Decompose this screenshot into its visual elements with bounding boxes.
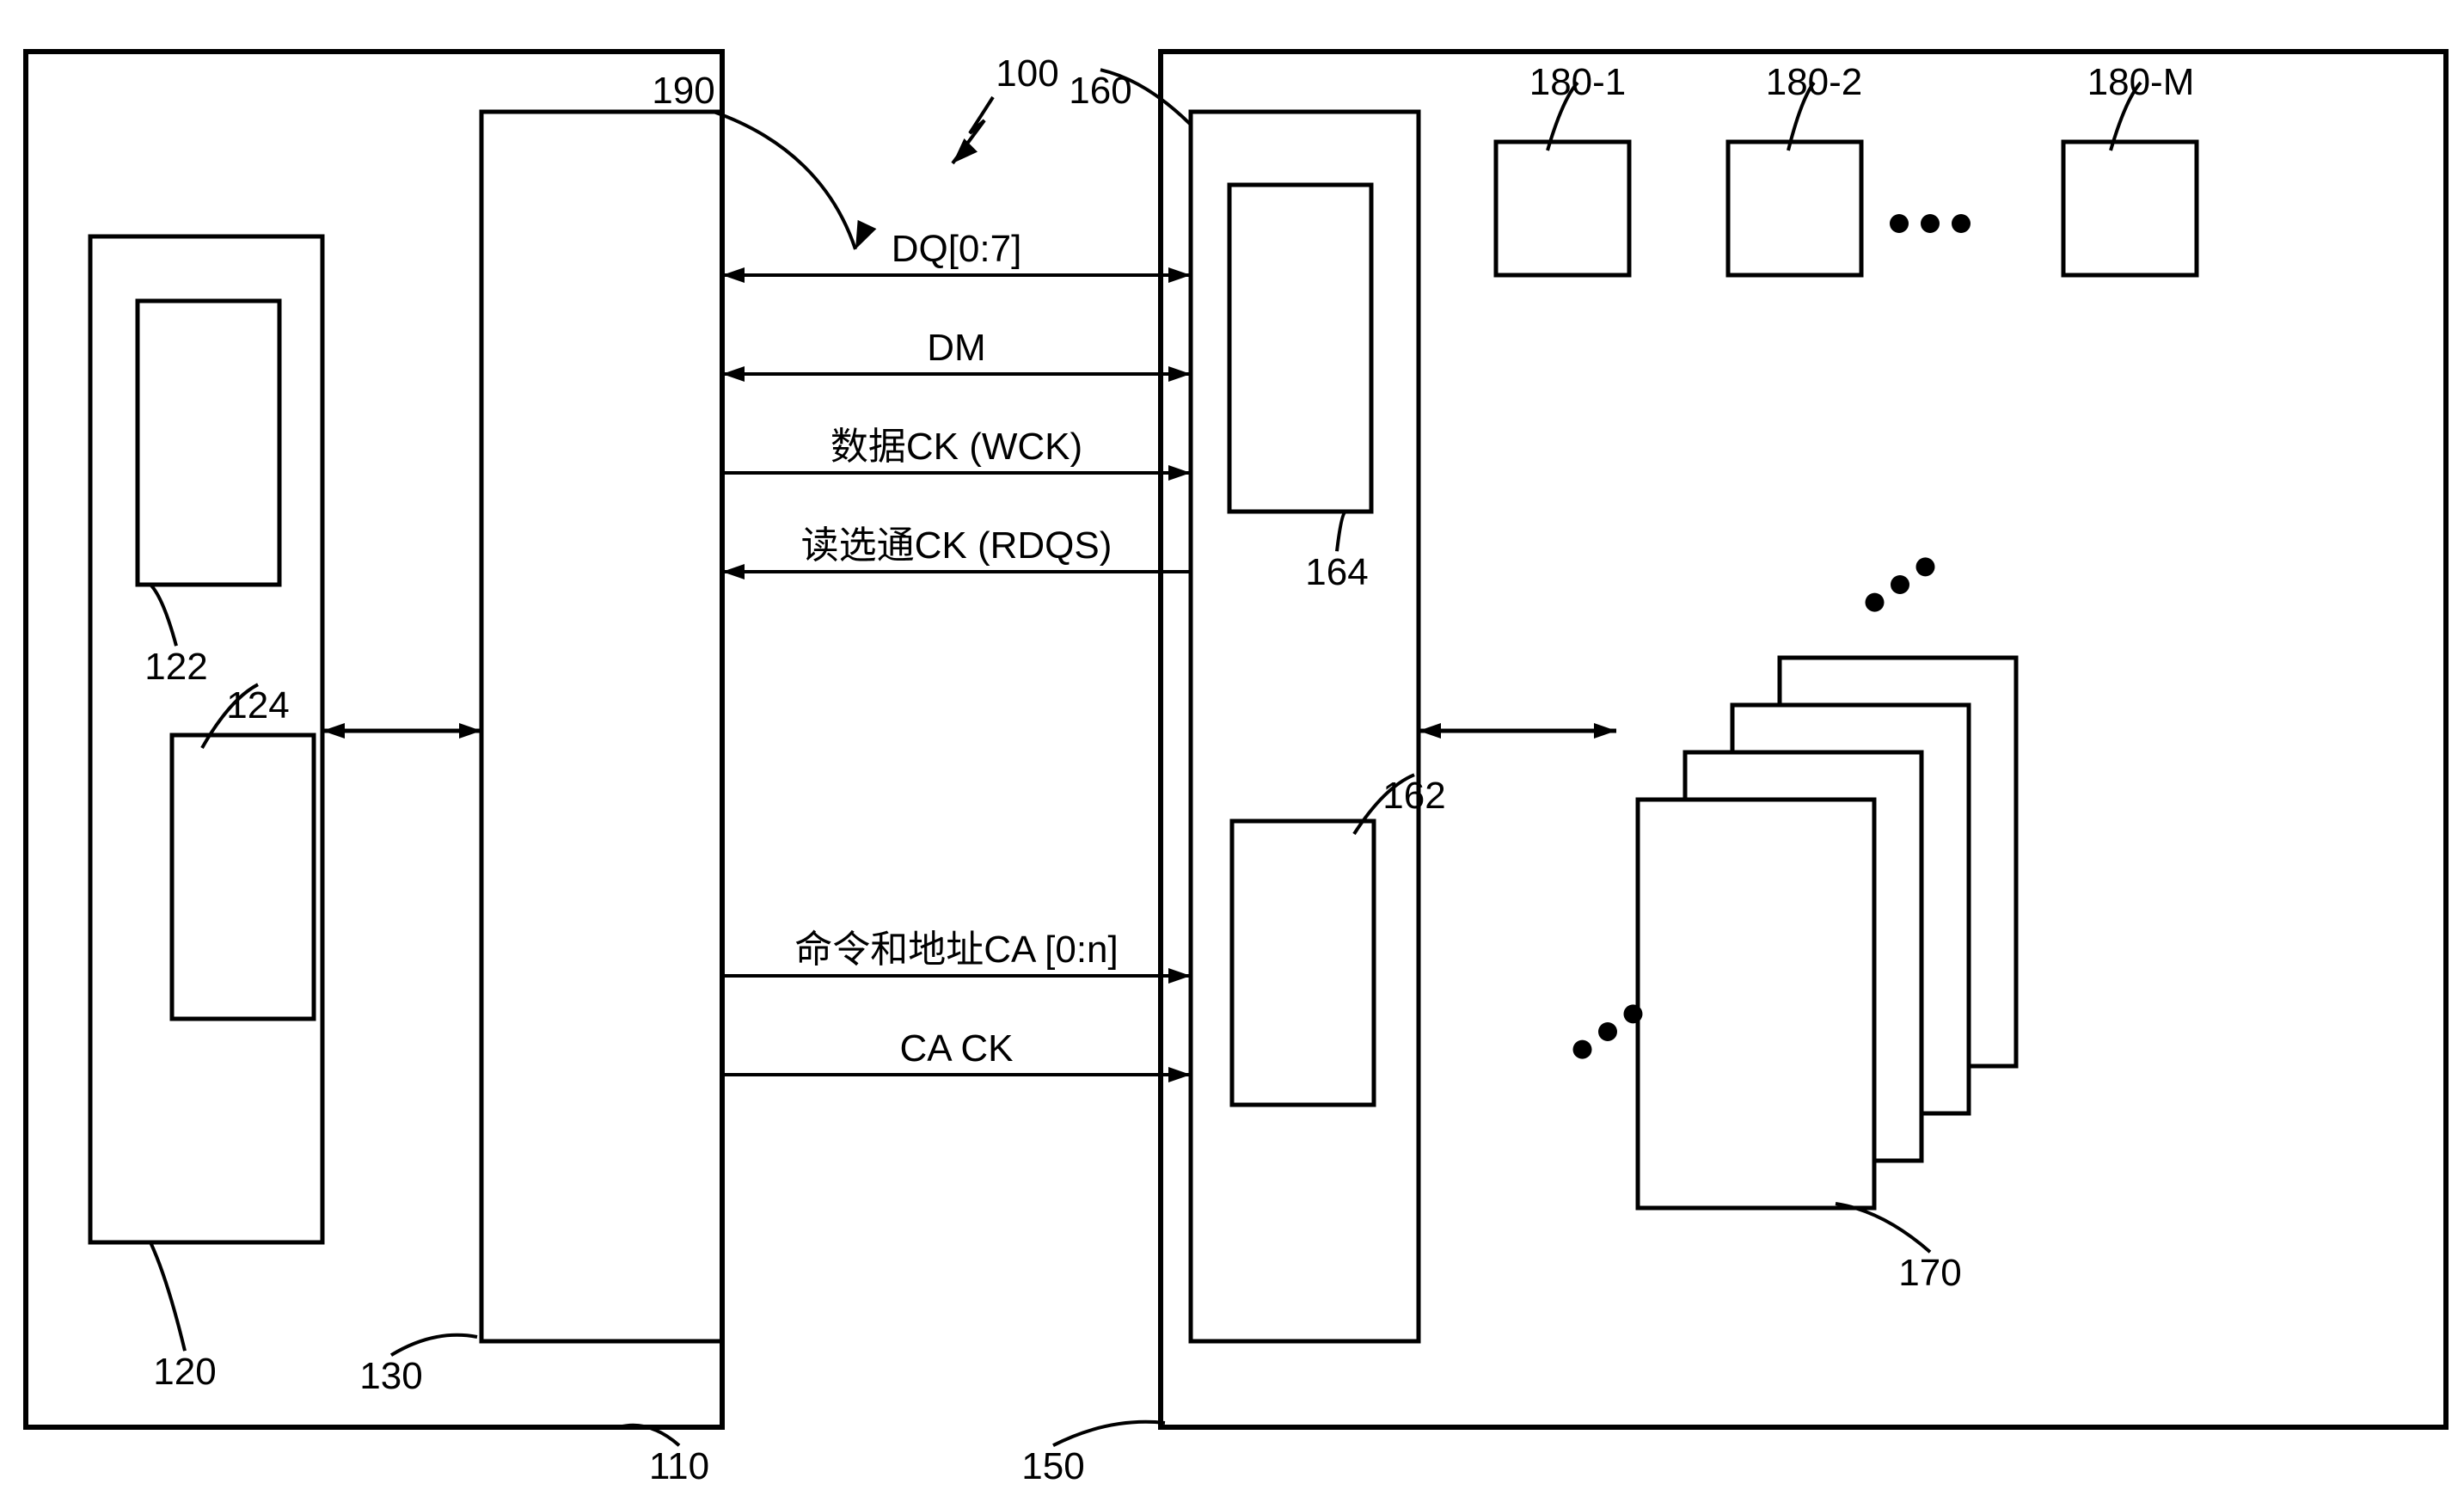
signal-4: 命令和地址CA [0:n] xyxy=(794,929,1119,971)
signal-5: CA CK xyxy=(899,1027,1013,1070)
ref-180-1: 180-1 xyxy=(1529,61,1627,103)
block-160 xyxy=(1191,112,1419,1341)
signal-0: DQ[0:7] xyxy=(892,228,1022,270)
ref-190: 190 xyxy=(652,70,714,112)
block-162 xyxy=(1232,821,1374,1105)
block-180-3 xyxy=(2063,142,2197,275)
block-122 xyxy=(138,301,279,585)
ref-164: 164 xyxy=(1305,551,1368,593)
ref-120: 120 xyxy=(153,1351,216,1393)
ref-122: 122 xyxy=(144,646,207,688)
block-164 xyxy=(1229,185,1371,512)
signal-2: 数据CK (WCK) xyxy=(831,426,1082,468)
stack-170-1 xyxy=(1638,800,1874,1208)
block-124 xyxy=(172,735,314,1019)
ref-130: 130 xyxy=(359,1355,422,1397)
ref-180-M: 180-M xyxy=(2087,61,2195,103)
ref-110: 110 xyxy=(649,1445,709,1487)
signal-3: 读选通CK (RDQS) xyxy=(801,524,1112,567)
ref-124: 124 xyxy=(226,684,289,726)
ref-180-2: 180-2 xyxy=(1766,61,1863,103)
block-180-2 xyxy=(1728,142,1861,275)
signal-1: DM xyxy=(927,327,985,369)
ref-100: 100 xyxy=(996,52,1058,95)
block-180-1 xyxy=(1496,142,1629,275)
ref-170: 170 xyxy=(1898,1252,1961,1294)
left-chip xyxy=(26,52,722,1427)
ref-162: 162 xyxy=(1382,775,1445,817)
block-130 xyxy=(481,112,722,1341)
ref-150: 150 xyxy=(1021,1445,1084,1487)
